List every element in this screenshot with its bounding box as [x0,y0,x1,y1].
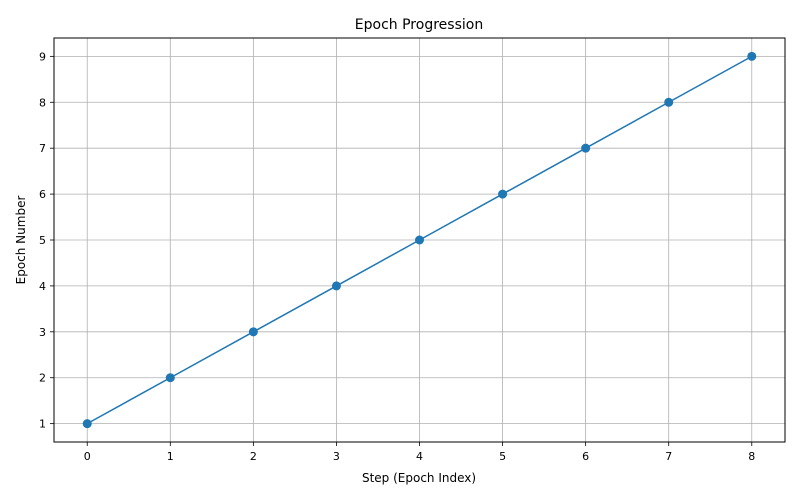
y-tick-label: 2 [39,372,46,385]
y-tick-label: 8 [39,96,46,109]
x-tick-label: 7 [665,450,672,463]
data-point [82,419,92,429]
y-tick-label: 6 [39,188,46,201]
data-point [581,143,591,153]
series-group [82,51,757,429]
x-tick-label: 3 [333,450,340,463]
x-tick-label: 4 [416,450,423,463]
y-tick-label: 3 [39,326,46,339]
x-tick-label: 5 [499,450,506,463]
y-axis-ticks: 1 2 3 4 5 6 7 8 9 [39,50,54,431]
data-point [664,97,674,107]
data-point [498,189,508,199]
chart-title: Epoch Progression [355,17,483,33]
y-tick-label: 4 [39,280,46,293]
y-axis-label: Epoch Number [14,196,28,285]
x-tick-label: 2 [250,450,257,463]
data-point [248,327,258,337]
data-point [747,51,757,61]
x-axis-ticks: 0 1 2 3 4 5 6 7 8 [84,442,755,463]
x-tick-label: 6 [582,450,589,463]
data-point [165,373,175,383]
y-tick-label: 5 [39,234,46,247]
y-tick-label: 7 [39,142,46,155]
x-tick-label: 1 [167,450,174,463]
x-tick-label: 8 [748,450,755,463]
x-tick-label: 0 [84,450,91,463]
data-point [331,281,341,291]
y-tick-label: 9 [39,50,46,63]
data-point [415,235,424,245]
y-tick-label: 1 [39,418,46,431]
x-axis-label: Step (Epoch Index) [362,471,476,485]
